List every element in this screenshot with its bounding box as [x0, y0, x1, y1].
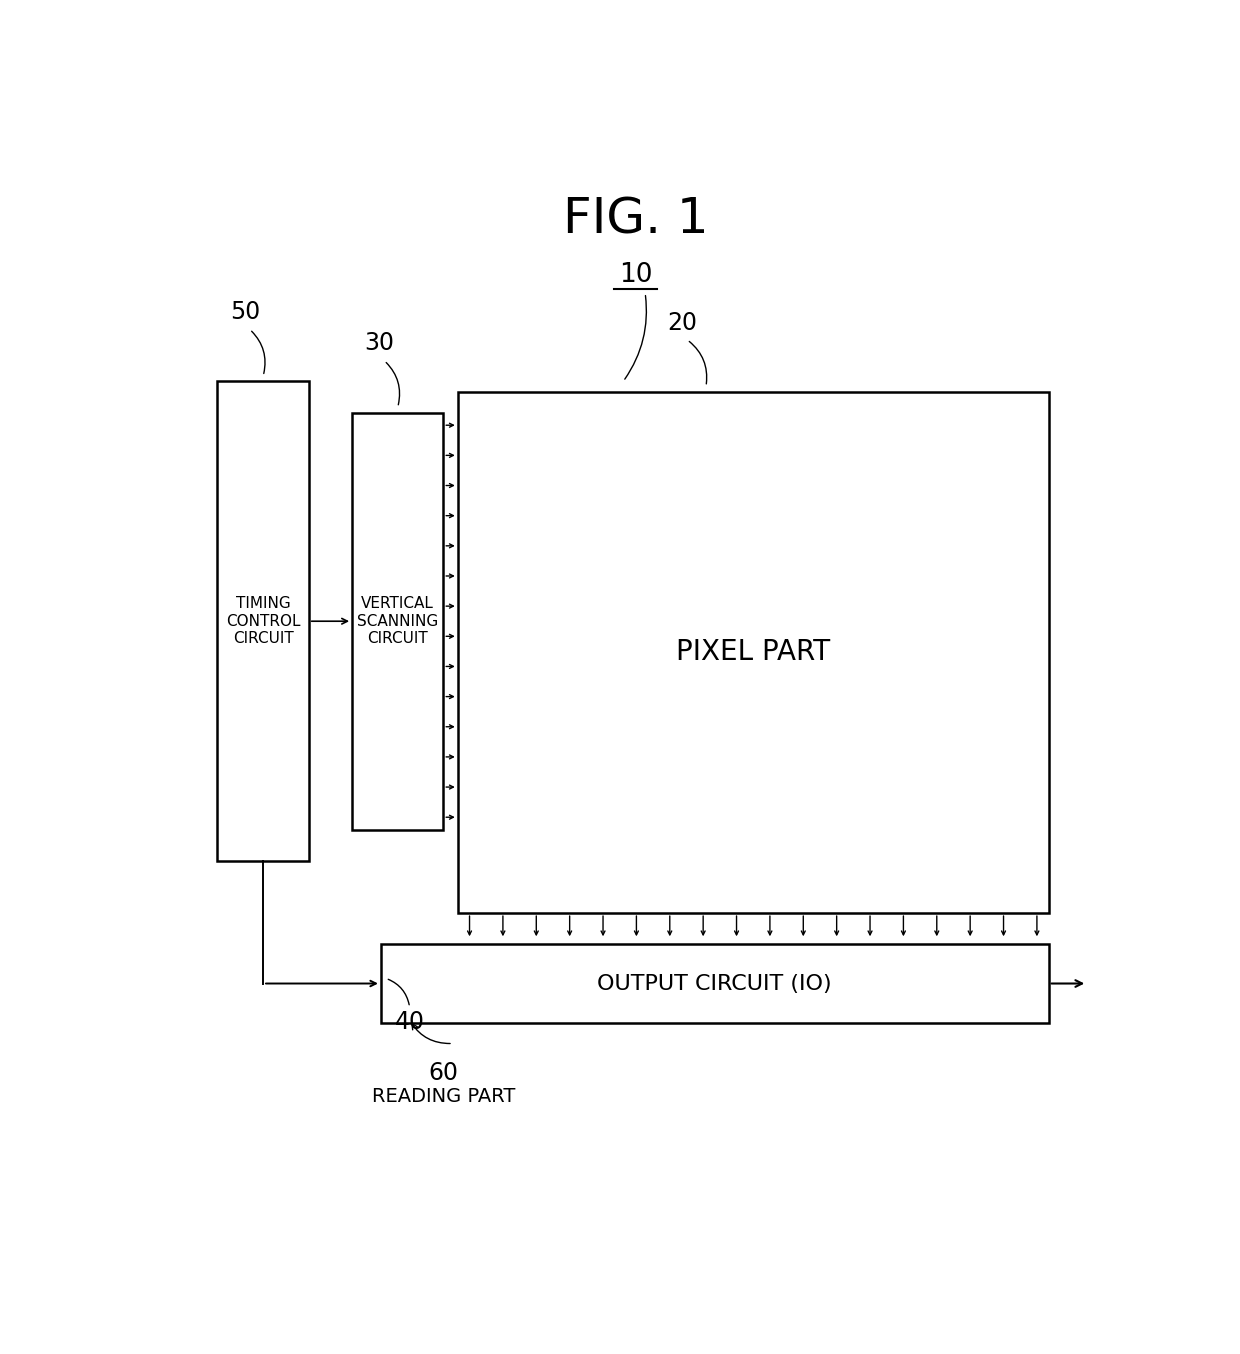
- Bar: [217, 382, 309, 861]
- Text: PIXEL PART: PIXEL PART: [676, 639, 831, 666]
- Text: 60: 60: [428, 1062, 459, 1085]
- Text: FIG. 1: FIG. 1: [563, 196, 708, 244]
- Text: 40: 40: [396, 1010, 425, 1033]
- Bar: [381, 945, 1049, 1022]
- Text: OUTPUT CIRCUIT (IO): OUTPUT CIRCUIT (IO): [598, 974, 832, 994]
- Bar: [458, 391, 1049, 913]
- Text: TIMING
CONTROL
CIRCUIT: TIMING CONTROL CIRCUIT: [226, 596, 300, 646]
- Text: 10: 10: [619, 261, 652, 287]
- Bar: [352, 413, 444, 830]
- Text: 20: 20: [667, 310, 697, 334]
- Text: READING PART: READING PART: [372, 1087, 515, 1106]
- Text: 30: 30: [365, 332, 394, 355]
- Text: VERTICAL
SCANNING
CIRCUIT: VERTICAL SCANNING CIRCUIT: [357, 596, 438, 646]
- Text: 50: 50: [229, 301, 260, 324]
